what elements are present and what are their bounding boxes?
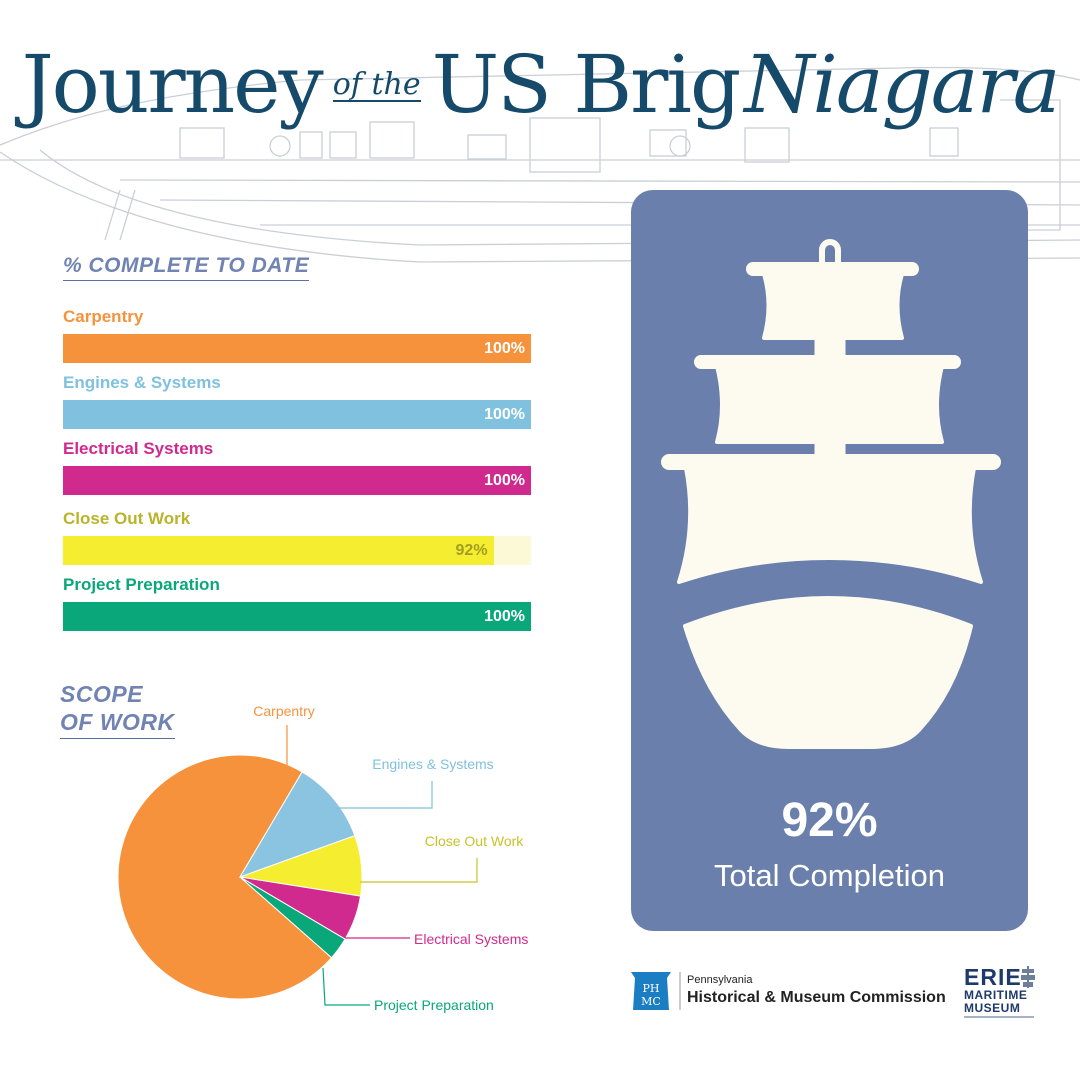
bar-value-label: 92%	[455, 542, 488, 559]
svg-text:PH: PH	[643, 982, 660, 995]
bar-category-label: Close Out Work	[63, 509, 191, 528]
bar-row: Close Out Work 92%	[63, 508, 533, 565]
keystone-seal-icon: PH MC	[631, 972, 671, 1010]
ship-icon	[661, 239, 1001, 749]
page-title: Journey of the US Brig Niagara	[0, 38, 1080, 131]
pie-slice-label: Engines & Systems	[372, 756, 493, 772]
logo-fine-print	[964, 1016, 1034, 1018]
pie-leader-line	[335, 781, 433, 809]
pie-slice-label: Close Out Work	[425, 833, 525, 849]
bar-row: Engines & Systems 100%	[63, 372, 533, 429]
phmc-name: Historical & Museum Commission	[687, 989, 946, 1006]
title-of-the: of the	[332, 67, 421, 102]
bar-track: 100%	[63, 334, 531, 363]
phmc-state: Pennsylvania	[687, 974, 753, 986]
bar-track: 100%	[63, 466, 531, 495]
pie-slice	[117, 754, 333, 1000]
title-journey: Journey	[21, 38, 324, 131]
pie-leader-line	[322, 967, 370, 1006]
phmc-logo: PH MC Pennsylvania Historical & Museum C…	[629, 970, 949, 1014]
title-niagara: Niagara	[744, 38, 1060, 131]
scope-heading: SCOPE OF WORK	[60, 680, 175, 739]
bar-fill: 100%	[63, 466, 531, 495]
progress-heading: % COMPLETE TO DATE	[63, 254, 310, 281]
bar-track: 100%	[63, 602, 531, 631]
bar-row: Electrical Systems 100%	[63, 438, 533, 495]
ship-plan-background	[0, 66, 1080, 263]
bar-category-label: Carpentry	[63, 307, 144, 326]
logo-divider	[679, 972, 681, 1010]
bar-category-label: Engines & Systems	[63, 373, 221, 392]
total-completion-value: 92%	[781, 794, 878, 847]
bar-value-label: 100%	[484, 472, 525, 489]
bar-category-label: Project Preparation	[63, 575, 220, 594]
total-completion-panel: 92% Total Completion	[631, 190, 1028, 931]
bar-fill: 100%	[63, 602, 531, 631]
pie-slice-label: Electrical Systems	[414, 931, 528, 947]
title-us-brig: US Brig	[431, 38, 741, 131]
bar-track: 100%	[63, 400, 531, 429]
pie-slice-label: Project Preparation	[374, 997, 494, 1013]
pie-leader-line	[360, 858, 478, 883]
pie-slice	[239, 876, 346, 959]
total-completion-caption: Total Completion	[714, 858, 945, 893]
erie-maritime-museum-logo: ERIE MARITIME MUSEUM	[961, 964, 1041, 1024]
bar-fill: 100%	[63, 334, 531, 363]
maritime-word: MARITIME	[964, 988, 1028, 1002]
bar-track: 92%	[63, 536, 531, 565]
bar-category-label: Electrical Systems	[63, 439, 214, 458]
erie-word: ERIE	[964, 964, 1022, 990]
bar-value-label: 100%	[484, 608, 525, 625]
bar-value-label: 100%	[484, 406, 525, 423]
bar-value-label: 100%	[484, 340, 525, 357]
scope-pie-chart: Carpentry Engines & Systems Close Out Work…	[117, 703, 528, 1013]
bar-row: Carpentry 100%	[63, 306, 533, 363]
bar-fill: 92%	[63, 536, 494, 565]
pie-slice	[238, 771, 356, 878]
museum-word: MUSEUM	[964, 1001, 1021, 1015]
bar-row: Project Preparation 100%	[63, 574, 533, 631]
ship-mark-icon	[1021, 966, 1035, 988]
pie-slice-label: Carpentry	[253, 703, 314, 719]
bar-fill: 100%	[63, 400, 531, 429]
svg-text:MC: MC	[641, 995, 661, 1008]
